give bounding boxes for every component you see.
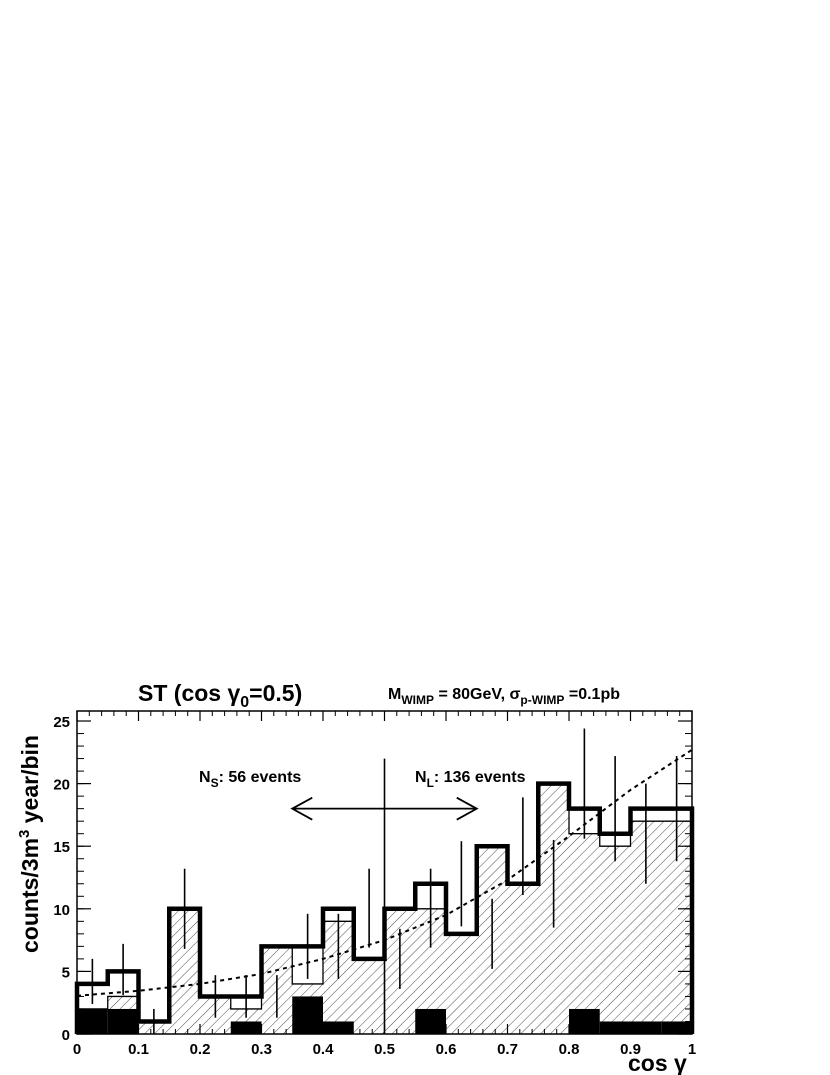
- x-tick-label: 0.4: [313, 1041, 335, 1058]
- signal-bar: [446, 933, 477, 1034]
- signal-hatched-area: [77, 783, 692, 1034]
- y-tick-label: 5: [62, 964, 70, 981]
- arrow-head-left: [290, 796, 313, 821]
- chart-title: ST (cos γ0=0.5): [138, 680, 302, 711]
- y-tick-label: 0: [62, 1027, 70, 1044]
- ns-nl-arrow: [290, 796, 479, 821]
- background-bar: [415, 1008, 446, 1034]
- y-axis-label: counts/3m3 year/bin: [16, 735, 43, 953]
- background-bar: [107, 1008, 139, 1034]
- signal-bar: [569, 833, 600, 1034]
- x-tick-label: 0.7: [497, 1041, 518, 1058]
- x-tick-label: 0: [73, 1041, 81, 1058]
- x-tick-label: 0.3: [251, 1041, 272, 1058]
- ns-annotation: NS: 56 events: [199, 769, 301, 790]
- fit-curve: [76, 748, 693, 997]
- x-tick-label: 0.9: [620, 1041, 641, 1058]
- y-tick-label: 10: [53, 902, 70, 919]
- background-bar: [661, 1021, 692, 1034]
- x-tick-label: 0.8: [559, 1041, 580, 1058]
- background-histogram: [77, 996, 692, 1034]
- y-tick-label: 25: [53, 714, 70, 731]
- params-label: MWIMP = 80GeV, σp-WIMP =0.1pb: [388, 686, 620, 707]
- background-bar: [230, 1021, 262, 1034]
- background-bar: [599, 1021, 631, 1034]
- error-bars: [91, 728, 678, 1034]
- background-bar: [630, 1021, 662, 1034]
- signal-bar: [599, 846, 631, 1034]
- background-bar: [292, 996, 323, 1034]
- signal-bar: [353, 958, 385, 1034]
- background-bar: [569, 1008, 600, 1034]
- y-tick-label: 20: [53, 777, 70, 794]
- x-tick-label: 0.1: [128, 1041, 149, 1058]
- y-tick-label: 15: [53, 839, 70, 856]
- signal-bar: [507, 883, 539, 1034]
- x-tick-label: 0.6: [436, 1041, 457, 1058]
- x-tick-label: 0.5: [374, 1041, 395, 1058]
- fit-line: [76, 748, 693, 997]
- x-tick-label: 1: [688, 1041, 696, 1058]
- x-axis-label: cos γ: [628, 1050, 687, 1075]
- nl-annotation: NL: 136 events: [415, 769, 526, 790]
- x-tick-label: 0.2: [190, 1041, 211, 1058]
- background-bar: [323, 1021, 354, 1034]
- arrow-head-right: [456, 796, 479, 821]
